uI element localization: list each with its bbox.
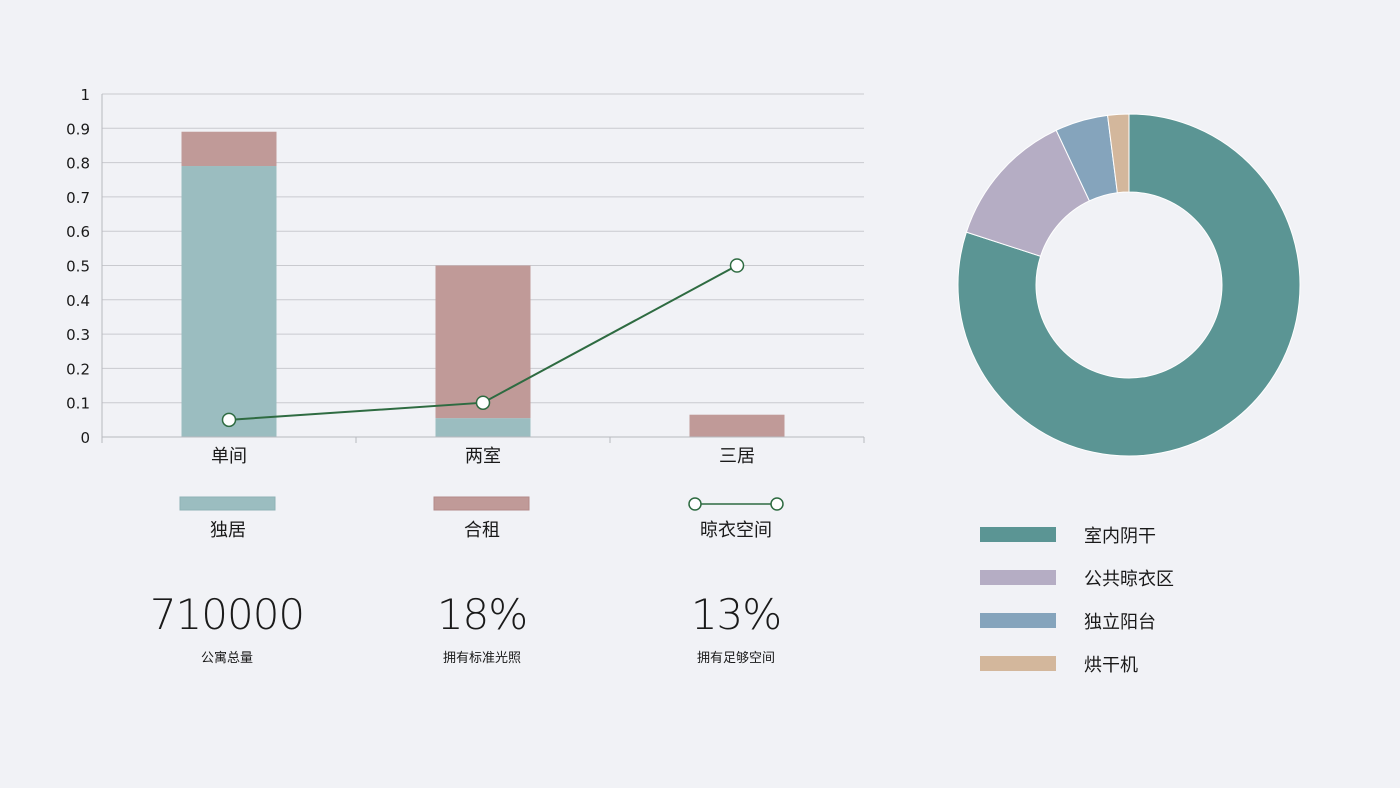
y-tick-label: 0.9 [66,120,90,138]
donut-slices [957,113,1301,457]
legend-label: 独居 [210,520,246,541]
y-tick-label: 0 [80,429,90,447]
line-point [221,412,237,428]
x-tick-label: 单间 [211,446,247,467]
x-tick-label: 三居 [719,446,755,467]
legend-swatch [980,527,1056,542]
stat-label: 公寓总量 [200,651,253,666]
donut-slice [1107,113,1130,194]
y-tick-label: 0.2 [66,360,90,378]
bars [181,131,785,437]
bar-segment [181,166,277,437]
bar-segment [689,414,785,437]
legend-label: 公共晾衣区 [1084,569,1174,590]
bar-segment [435,418,531,437]
stat-value: 710000 [149,590,305,639]
stat-value: 18% [436,590,528,639]
stat-total-apartments: 710000 公寓总量 [97,590,357,666]
stat-value: 13% [690,590,782,639]
stat-label: 拥有标准光照 [442,651,521,666]
legend-swatch [980,656,1056,671]
legend-swatch [980,613,1056,628]
legend-item-drying-space: 晾衣空间 [636,496,836,542]
legend-label: 烘干机 [1084,655,1138,676]
x-axis [101,94,865,443]
y-tick-label: 0.7 [66,189,90,207]
x-axis-tick-labels: 单间 两室 三居 [211,446,755,467]
legend-line-marker [688,497,784,511]
y-tick-label: 0.8 [66,155,90,173]
legend-label: 室内阴干 [1084,526,1156,547]
bar-segment [435,265,531,419]
x-tick-label: 两室 [465,446,501,467]
y-axis-tick-labels: 0 0.1 0.2 0.3 0.4 0.5 0.6 0.7 0.8 0.9 1 [66,86,90,447]
y-tick-label: 0.6 [66,223,90,241]
legend-label: 独立阳台 [1084,612,1156,633]
line-point [729,258,745,273]
line-series [221,258,745,428]
legend-label: 晾衣空间 [700,520,772,541]
stat-standard-light: 18% 拥有标准光照 [352,590,612,666]
line-point [475,395,491,410]
legend-label: 合租 [464,520,500,541]
y-tick-label: 0.5 [66,258,90,276]
stat-label: 拥有足够空间 [696,651,775,666]
legend-item-solo: 独居 [128,496,328,542]
legend-swatch [179,496,276,511]
bar-segment [181,131,277,167]
donut-slice [957,113,1301,457]
y-tick-label: 0.1 [66,395,90,413]
stat-enough-space: 13% 拥有足够空间 [606,590,866,666]
legend-item-shared: 合租 [382,496,582,542]
legend-swatch [433,496,530,511]
y-tick-label: 1 [80,86,90,104]
y-tick-label: 0.3 [66,326,90,344]
y-tick-label: 0.4 [66,292,90,310]
stacked-bar-line-chart: 0 0.1 0.2 0.3 0.4 0.5 0.6 0.7 0.8 0.9 1 单间 两室 三居 [66,86,865,467]
donut-chart [957,113,1301,457]
legend-swatch [980,570,1056,585]
